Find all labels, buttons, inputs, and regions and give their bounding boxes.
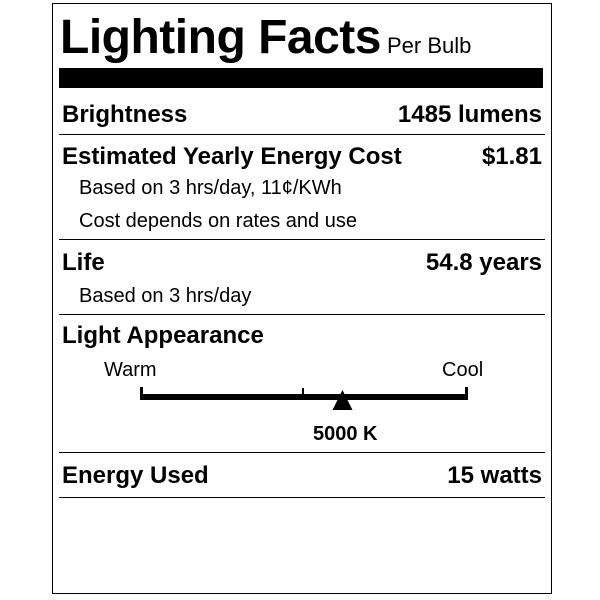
scale-tick-middle [302, 388, 304, 398]
label-frame [52, 3, 552, 594]
brightness-label: Brightness [62, 101, 188, 128]
temperature-marker [332, 390, 353, 410]
divider [59, 134, 545, 135]
life-label: Life [62, 249, 105, 276]
energy-used-label: Energy Used [62, 462, 209, 489]
energy-cost-note: Cost depends on rates and use [79, 210, 357, 232]
warm-label: Warm [104, 359, 157, 381]
title-bar [59, 68, 543, 88]
divider [59, 452, 545, 453]
scale-tick-right [465, 387, 468, 400]
energy-cost-value: $1.81 [481, 143, 542, 170]
brightness-value: 1485 lumens [397, 101, 542, 128]
energy-cost-note: Based on 3 hrs/day, 11¢/KWh [79, 177, 342, 199]
temperature-value: 5000 K [313, 423, 378, 445]
energy-cost-label: Estimated Yearly Energy Cost [62, 143, 402, 170]
cool-label: Cool [442, 359, 484, 381]
per-bulb-text: Per Bulb [386, 33, 472, 58]
energy-used-value: 15 watts [447, 462, 542, 489]
divider [59, 314, 545, 315]
label-title: Lighting Facts Per Bulb [60, 14, 471, 62]
life-value: 54.8 years [425, 249, 542, 276]
divider [59, 239, 545, 240]
title-text: Lighting Facts [60, 11, 381, 64]
appearance-label: Light Appearance [62, 322, 264, 349]
life-note: Based on 3 hrs/day [79, 285, 252, 307]
scale-tick-left [140, 387, 143, 400]
divider [59, 497, 545, 498]
